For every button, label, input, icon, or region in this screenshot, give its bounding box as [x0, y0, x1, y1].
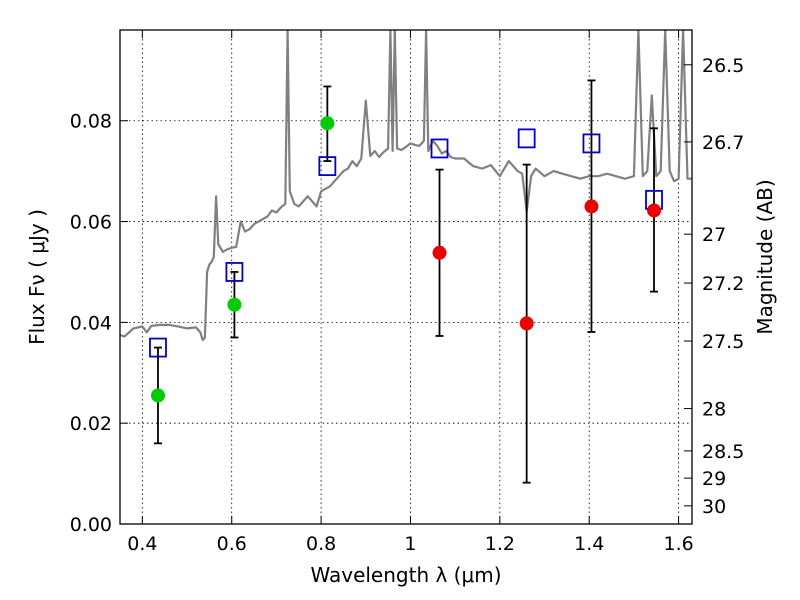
y-axis-label: Flux Fν ( μJy ) — [25, 209, 49, 345]
right-tick-label: 27.2 — [702, 273, 744, 295]
model-flux-square — [582, 133, 601, 154]
model-flux-square — [149, 337, 167, 358]
observed-flux-point — [647, 203, 662, 218]
right-tick-label: 27.5 — [702, 331, 744, 353]
observed-flux-point — [584, 199, 599, 214]
x-tick-label: 0.8 — [306, 533, 336, 555]
y-tick-label: 0.08 — [70, 111, 112, 133]
right-tick-label: 30 — [702, 496, 726, 518]
model-flux-square — [225, 262, 244, 282]
x-tick-label: 0.4 — [127, 533, 157, 555]
right-tick-label: 26.5 — [702, 55, 744, 77]
x-axis-label: Wavelength λ (μm) — [310, 563, 501, 587]
observed-flux-point — [320, 116, 335, 131]
x-tick-label: 1 — [404, 533, 416, 555]
observed-flux-point — [150, 388, 165, 403]
right-tick-label: 26.7 — [702, 132, 744, 154]
y-tick-label: 0.06 — [70, 212, 112, 234]
model-flux-square — [318, 156, 337, 177]
y-tick-label: 0.00 — [70, 514, 112, 536]
plot-area — [120, 30, 692, 484]
x-tick-label: 0.6 — [217, 533, 247, 555]
right-tick-label: 28 — [702, 399, 726, 421]
model-flux-square — [517, 128, 536, 149]
observed-flux-point — [227, 297, 242, 312]
y-tick-label: 0.04 — [70, 312, 112, 334]
spectrum-line — [120, 30, 692, 342]
x-tick-label: 1.6 — [663, 533, 693, 555]
axis-ticks: 0.4 0.6 0.8 1 1.2 1.4 1.6 0.00 0.02 0.04 0.06 0.08 2… — [70, 30, 744, 555]
x-tick-label: 1.4 — [574, 533, 604, 555]
right-tick-label: 27 — [702, 224, 726, 246]
grid-lines — [120, 30, 692, 525]
y-tick-label: 0.02 — [70, 413, 112, 435]
x-tick-label: 1.2 — [485, 533, 515, 555]
right-axis-label: Magnitude (AB) — [753, 179, 777, 334]
right-tick-label: 29 — [702, 468, 726, 490]
model-flux-square — [430, 138, 449, 159]
plot-frame — [119, 29, 693, 525]
observed-flux-point — [519, 316, 534, 331]
observed-flux-point — [432, 245, 447, 260]
right-tick-label: 28.5 — [702, 441, 744, 463]
